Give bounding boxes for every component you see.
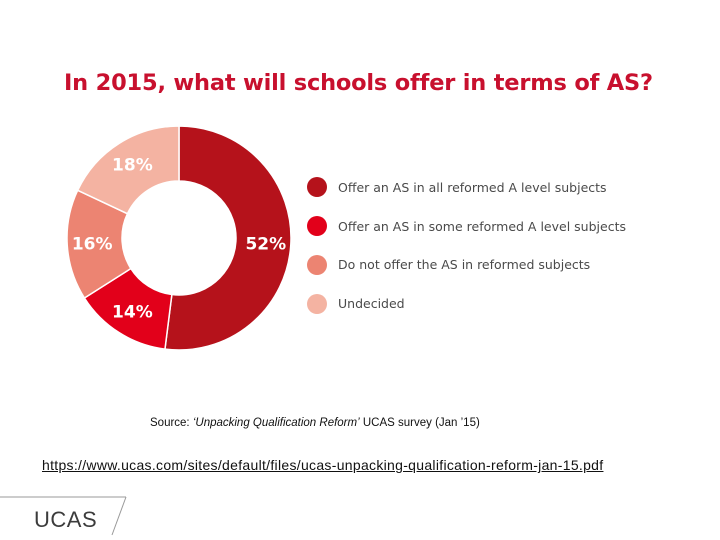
donut-slice-0 [164,125,292,351]
source-prefix: Source: [150,417,193,429]
slice-value-label-3: 18% [112,156,153,176]
legend-label: Offer an AS in some reformed A level sub… [338,218,626,234]
legend-label: Undecided [338,296,405,312]
legend-swatch [307,177,327,198]
chart-title: In 2015, what will schools offer in term… [64,70,653,96]
source-note: Source: ‘Unpacking Qualification Reform’… [150,417,480,429]
slice-value-label-2: 16% [72,234,113,254]
legend-swatch [307,254,327,275]
slice-value-label-1: 14% [112,302,153,322]
legend-swatch [307,216,327,237]
donut-slice-3 [76,125,180,215]
legend-item: Offer an AS in all reformed A level subj… [307,168,626,207]
source-suffix: UCAS survey (Jan ’15) [359,417,480,429]
legend-item: Offer an AS in some reformed A level sub… [307,207,626,246]
legend-label: Do not offer the AS in reformed subjects [338,257,591,273]
chart-legend: Offer an AS in all reformed A level subj… [307,168,626,323]
legend-item: Undecided [307,284,626,323]
source-title: ‘Unpacking Qualification Reform’ [192,417,360,429]
legend-swatch [307,293,327,314]
report-link[interactable]: https://www.ucas.com/sites/default/files… [42,457,604,473]
ucas-logo: UCAS [34,507,98,532]
legend-label: Offer an AS in all reformed A level subj… [338,179,607,195]
slice-value-label-0: 52% [245,234,286,254]
legend-item: Do not offer the AS in reformed subjects [307,246,626,285]
